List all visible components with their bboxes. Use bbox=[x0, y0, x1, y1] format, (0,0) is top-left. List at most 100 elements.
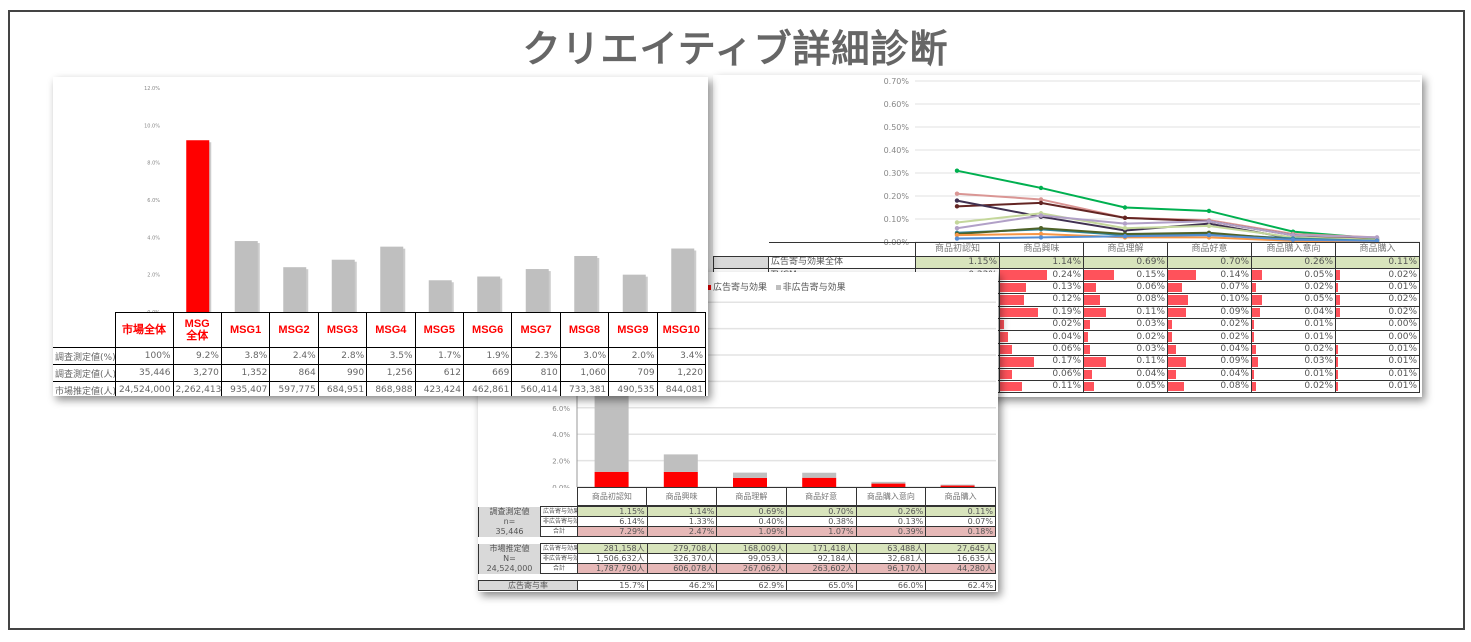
cell-value: 0.07% bbox=[925, 516, 996, 527]
cell-value: 0.26% bbox=[855, 506, 927, 517]
cell-value: 684,951 bbox=[317, 381, 368, 396]
cell-value: 1.07% bbox=[785, 526, 857, 537]
cell-value: 2.4% bbox=[269, 347, 319, 365]
value-text: 0.01% bbox=[1388, 368, 1417, 379]
header-MSG2: MSG2 bbox=[269, 312, 319, 348]
cell-value: 1,506,632人 bbox=[577, 553, 648, 564]
table-row: 調査測定値 広告寄与効果 1.15% 1.14% 0.69% 0.70% 0.26% 0.11… bbox=[478, 506, 996, 517]
bar-MSG7 bbox=[525, 269, 549, 312]
msg-bar-report-panel: 0.0% 2.0% 4.0% 6.0% 8.0% 10.0% 12.0% 市場全体 MSG 全… bbox=[53, 77, 708, 396]
series-point bbox=[1290, 232, 1296, 238]
table-row: 商品初認知 商品興味 商品理解 商品好意 商品購入意向 商品購入 bbox=[714, 242, 1420, 257]
y-tick-label: 6.0% bbox=[552, 405, 570, 413]
series-point bbox=[954, 198, 960, 203]
cell-value: 0.02% bbox=[1335, 268, 1420, 282]
series-point bbox=[1290, 237, 1296, 242]
cell-value: 0.05% bbox=[1251, 268, 1336, 282]
header-MSG5: MSG5 bbox=[414, 312, 464, 348]
y-tick-label: 2.0% bbox=[147, 273, 160, 279]
value-bar bbox=[1252, 381, 1256, 392]
table-row: 広告寄与効果全体 1.15% 1.14% 0.69% 0.70% 0.26% 0.11% bbox=[713, 255, 1420, 270]
value-bar bbox=[1084, 369, 1092, 379]
cell-value: 0.02% bbox=[1083, 330, 1168, 344]
page-title: クリエイティブ詳細診断 bbox=[522, 27, 949, 71]
series-point bbox=[1038, 200, 1044, 206]
bar-MSG4 bbox=[380, 246, 404, 312]
cell-value: 0.02% bbox=[1335, 293, 1420, 307]
cell-value: 935,407 bbox=[220, 381, 271, 396]
cell-value: 0.02% bbox=[999, 317, 1084, 332]
cell-value: 0.24% bbox=[999, 268, 1084, 282]
value-text: 0.07% bbox=[1220, 281, 1249, 292]
blank-cell bbox=[478, 487, 578, 506]
bar-MSG3 bbox=[331, 259, 355, 312]
cell-value: 0.13% bbox=[999, 280, 1084, 295]
series-line-9 bbox=[956, 234, 1378, 242]
cell-value: 3,270 bbox=[172, 364, 222, 382]
row-label: 合計 bbox=[540, 526, 578, 537]
bar-MSG9 bbox=[622, 274, 646, 312]
cell-value: 0.04% bbox=[1167, 367, 1252, 381]
value-bar bbox=[1168, 295, 1188, 305]
value-bar bbox=[1168, 369, 1176, 379]
value-text: 0.19% bbox=[1052, 306, 1081, 317]
value-bar bbox=[1252, 270, 1262, 280]
cell-value: 267,062人 bbox=[716, 563, 787, 574]
legend-nonad: 非広告寄与効果 bbox=[782, 283, 846, 293]
cell-value: 263,602人 bbox=[785, 563, 857, 574]
series-line-8 bbox=[956, 232, 1378, 243]
cell-value: 24,524,000 bbox=[114, 381, 174, 396]
value-bar bbox=[1000, 344, 1012, 355]
table-row: 24,524,000 合計 1,787,790人 606,078人 267,062人 26… bbox=[478, 563, 996, 574]
cell-value: 16,635人 bbox=[925, 553, 996, 564]
cell-value: 1.33% bbox=[646, 516, 718, 527]
series-point bbox=[954, 236, 960, 241]
total-value: 0.69% bbox=[1083, 255, 1168, 270]
cell-value: 1.15% bbox=[577, 506, 648, 517]
series-point bbox=[954, 168, 960, 173]
value-bar bbox=[1336, 357, 1338, 367]
cell-value: 0.01% bbox=[1335, 355, 1420, 369]
bar-segment-ad bbox=[663, 471, 698, 487]
rate-table: 広告寄与率 15.7% 46.2% 62.9% 65.0% 66.0% 62.4% bbox=[478, 580, 996, 591]
cell-value: 0.01% bbox=[1251, 330, 1336, 344]
series-point bbox=[1122, 215, 1128, 221]
value-bar bbox=[1252, 357, 1258, 367]
cell-value: 168,009人 bbox=[716, 543, 787, 554]
header-MSG4: MSG4 bbox=[366, 312, 416, 348]
value-text: 0.01% bbox=[1388, 281, 1417, 292]
value-text: 0.05% bbox=[1304, 269, 1333, 280]
value-bar bbox=[1000, 307, 1038, 317]
bar-segment-ad bbox=[940, 485, 975, 487]
bar-segment-nonad bbox=[733, 472, 767, 478]
y-tick-label: 0.60% bbox=[884, 100, 910, 109]
value-text: 0.05% bbox=[1304, 294, 1333, 305]
series-point bbox=[1206, 219, 1212, 224]
rate-label: 広告寄与率 bbox=[478, 580, 578, 591]
value-bar bbox=[1252, 369, 1254, 379]
column-header: 商品購入 bbox=[1335, 242, 1420, 257]
cell-value: 0.11% bbox=[999, 379, 1084, 394]
cell-value: 0.04% bbox=[999, 330, 1084, 344]
value-bar bbox=[1168, 332, 1172, 342]
bar-segment-nonad bbox=[940, 484, 975, 486]
value-bar bbox=[1336, 270, 1340, 280]
cell-value: 171,418人 bbox=[785, 543, 857, 554]
cell-value: 0.18% bbox=[925, 526, 996, 537]
value-text: 0.03% bbox=[1136, 343, 1165, 354]
column-header: 商品購入意向 bbox=[855, 487, 927, 506]
value-bar bbox=[1252, 307, 1260, 317]
value-text: 0.06% bbox=[1136, 281, 1165, 292]
cell-value: 0.05% bbox=[1251, 293, 1336, 307]
column-header: 商品理解 bbox=[1083, 242, 1168, 257]
value-bar bbox=[1084, 319, 1090, 330]
cell-value: 0.19% bbox=[999, 305, 1084, 319]
cell-value: 0.02% bbox=[1251, 379, 1336, 394]
series-point bbox=[1038, 185, 1044, 191]
value-bar bbox=[1000, 319, 1004, 330]
msg-table: 市場全体 MSG 全体 MSG1 MSG2 MSG3 MSG4 MSG5 MSG6 MSG7 MS… bbox=[53, 312, 707, 396]
value-text: 0.00% bbox=[1388, 319, 1417, 330]
series-point bbox=[954, 204, 960, 209]
rate-value: 46.2% bbox=[646, 580, 718, 591]
cell-value: 0.02% bbox=[1167, 330, 1252, 344]
